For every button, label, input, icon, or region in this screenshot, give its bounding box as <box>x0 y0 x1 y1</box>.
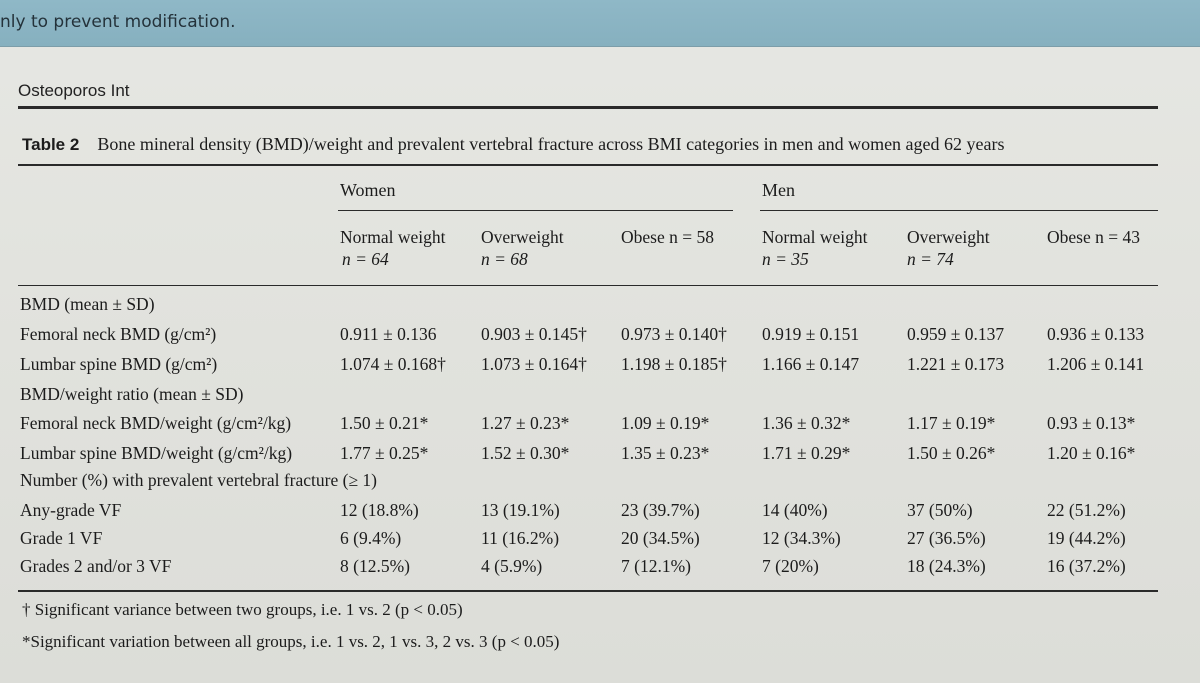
table-cell: 4 (5.9%) <box>481 556 543 576</box>
column-header-line1: Normal weight <box>340 227 446 247</box>
column-header-line2: n = 74 <box>907 249 954 269</box>
table-cell: 23 (39.7%) <box>621 500 700 520</box>
table-label: Table 2 <box>22 135 80 154</box>
table-cell: 0.93 ± 0.13* <box>1047 413 1136 433</box>
table-cell: 6 (9.4%) <box>340 528 402 548</box>
table-cell: 14 (40%) <box>762 500 828 520</box>
group-header-women: Women <box>340 180 396 200</box>
banner-text: nly to prevent modification. <box>0 12 236 32</box>
table-cell: 1.36 ± 0.32* <box>762 413 851 433</box>
table-cell: 7 (20%) <box>762 556 819 576</box>
group-header-men: Men <box>762 180 795 200</box>
table-cell: 0.973 ± 0.140† <box>621 324 727 344</box>
table-cell: 1.77 ± 0.25* <box>340 443 429 463</box>
table-cell: 7 (12.1%) <box>621 556 691 576</box>
column-header: Overweight n = 68 <box>481 226 564 270</box>
column-header-rule <box>18 285 1158 286</box>
table-cell: 1.17 ± 0.19* <box>907 413 996 433</box>
table-cell: 37 (50%) <box>907 500 973 520</box>
column-header-line1: Overweight <box>907 227 990 247</box>
table-cell: 1.50 ± 0.26* <box>907 443 996 463</box>
table-cell: 1.206 ± 0.141 <box>1047 354 1145 374</box>
row-label: Lumbar spine BMD/weight (g/cm²/kg) <box>20 443 293 463</box>
column-header-line2: n = 64 <box>342 249 389 269</box>
table-cell: 1.50 ± 0.21* <box>340 413 429 433</box>
row-label: Number (%) with prevalent vertebral frac… <box>20 470 378 490</box>
row-label: Femoral neck BMD (g/cm²) <box>20 324 217 344</box>
table-cell: 0.936 ± 0.133 <box>1047 324 1145 344</box>
row-label: Femoral neck BMD/weight (g/cm²/kg) <box>20 413 292 433</box>
table-cell: 1.71 ± 0.29* <box>762 443 851 463</box>
column-header-line2: n = 35 <box>762 249 809 269</box>
footnote-dagger: † Significant variance between two group… <box>22 600 463 619</box>
table-cell: 20 (34.5%) <box>621 528 700 548</box>
table-cell: 12 (34.3%) <box>762 528 841 548</box>
read-only-banner: nly to prevent modification. <box>0 0 1200 47</box>
table-caption: Table 2 Bone mineral density (BMD)/weight… <box>22 134 1005 155</box>
column-header: Obese n = 43 <box>1047 226 1140 248</box>
table-cell: 22 (51.2%) <box>1047 500 1126 520</box>
table-title: Bone mineral density (BMD)/weight and pr… <box>97 134 1005 154</box>
column-header: Normal weight n = 35 <box>762 226 867 270</box>
footnote-asterisk: *Significant variation between all group… <box>22 632 560 651</box>
column-header-line1: Overweight <box>481 227 564 247</box>
table-cell: 13 (19.1%) <box>481 500 560 520</box>
table-cell: 19 (44.2%) <box>1047 528 1126 548</box>
table-cell: 12 (18.8%) <box>340 500 419 520</box>
table-cell: 1.198 ± 0.185† <box>621 354 727 374</box>
header-rule <box>18 106 1158 109</box>
table-cell: 1.074 ± 0.168† <box>340 354 446 374</box>
men-group-rule <box>760 210 1158 211</box>
row-label: BMD (mean ± SD) <box>20 294 155 314</box>
row-label: Any-grade VF <box>20 500 122 520</box>
table-cell: 1.09 ± 0.19* <box>621 413 710 433</box>
row-label: Lumbar spine BMD (g/cm²) <box>20 354 218 374</box>
table-cell: 1.20 ± 0.16* <box>1047 443 1136 463</box>
column-header: Normal weight n = 64 <box>340 226 445 270</box>
column-header-line1: Obese n = 58 <box>621 227 714 247</box>
women-group-rule <box>338 210 733 211</box>
table-cell: 0.959 ± 0.137 <box>907 324 1005 344</box>
table-cell: 16 (37.2%) <box>1047 556 1126 576</box>
table-cell: 1.52 ± 0.30* <box>481 443 570 463</box>
caption-rule <box>18 164 1158 166</box>
table-cell: 1.073 ± 0.164† <box>481 354 587 374</box>
table-cell: 1.35 ± 0.23* <box>621 443 710 463</box>
table-cell: 1.166 ± 0.147 <box>762 354 860 374</box>
table-cell: 18 (24.3%) <box>907 556 986 576</box>
table-cell: 0.911 ± 0.136 <box>340 324 437 344</box>
column-header: Obese n = 58 <box>621 226 714 248</box>
row-label: BMD/weight ratio (mean ± SD) <box>20 384 244 404</box>
table-cell: 1.221 ± 0.173 <box>907 354 1005 374</box>
row-label: Grade 1 VF <box>20 528 103 548</box>
column-header-line1: Obese n = 43 <box>1047 227 1140 247</box>
table-bottom-rule <box>18 590 1158 592</box>
column-header-line1: Normal weight <box>762 227 868 247</box>
column-header-line2: n = 68 <box>481 249 528 269</box>
journal-name: Osteoporos Int <box>18 81 130 100</box>
table-cell: 0.903 ± 0.145† <box>481 324 587 344</box>
table-cell: 0.919 ± 0.151 <box>762 324 860 344</box>
column-header: Overweight n = 74 <box>907 226 990 270</box>
table-cell: 27 (36.5%) <box>907 528 986 548</box>
table-cell: 11 (16.2%) <box>481 528 560 548</box>
row-label: Grades 2 and/or 3 VF <box>20 556 172 576</box>
table-cell: 1.27 ± 0.23* <box>481 413 570 433</box>
table-cell: 8 (12.5%) <box>340 556 410 576</box>
